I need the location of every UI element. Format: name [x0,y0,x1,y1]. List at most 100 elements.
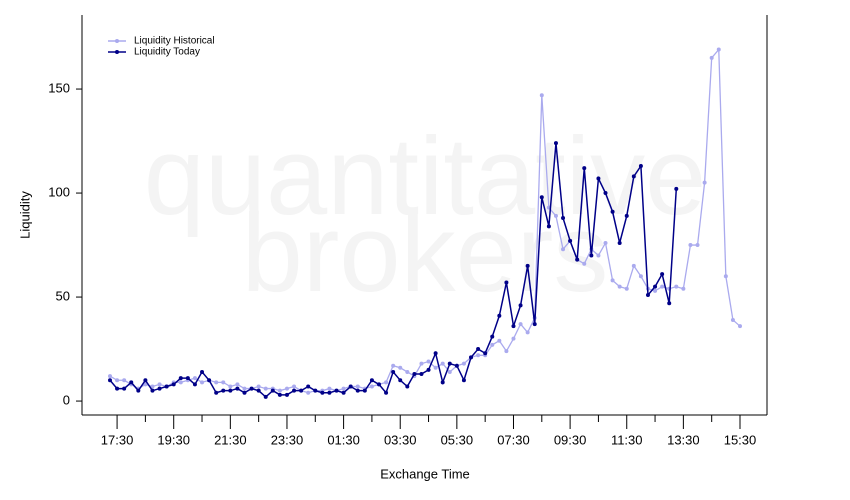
data-point [200,369,205,374]
data-point [603,191,608,196]
data-point [674,186,679,191]
data-point [645,292,650,297]
data-point [136,388,141,393]
watermark-line: quantitative [144,115,707,238]
data-point [440,361,445,366]
legend-label: Liquidity Today [134,47,200,58]
data-point [539,195,544,200]
x-tick-label: 05:30 [441,432,474,447]
data-point [341,386,346,391]
data-point [277,388,282,393]
data-point [115,378,120,383]
data-point [355,384,360,389]
data-point [256,384,261,389]
data-point [355,388,360,393]
data-point [228,388,233,393]
data-point [200,380,205,385]
data-point [674,284,679,289]
data-point [185,376,190,381]
data-point [695,243,700,248]
data-point [518,303,523,308]
x-tick-label: 11:30 [611,432,643,447]
x-tick-label: 03:30 [384,432,417,447]
data-point [171,382,176,387]
x-tick-label: 01:30 [327,432,360,447]
data-point [398,365,403,370]
data-point [631,263,636,268]
data-point [723,274,728,279]
x-tick-label: 19:30 [157,432,190,447]
data-point [688,243,693,248]
data-point [553,141,558,146]
data-point [313,388,318,393]
y-axis-label: Liquidity [17,191,32,239]
legend-label: Liquidity Historical [134,36,215,47]
x-tick-label: 15:30 [724,432,757,447]
data-point [192,376,197,381]
data-point [476,347,481,352]
x-tick-label: 07:30 [497,432,530,447]
data-point [256,388,261,393]
data-point [164,384,169,389]
data-point [532,322,537,327]
data-point [306,390,311,395]
data-point [192,382,197,387]
data-point [603,240,608,245]
data-point [433,351,438,356]
data-point [610,209,615,214]
data-point [582,261,587,266]
data-point [334,388,339,393]
data-point [525,330,530,335]
data-point [440,380,445,385]
data-point [277,392,282,397]
y-tick-label: 50 [56,288,70,303]
data-point [447,369,452,374]
y-tick-label: 0 [63,393,70,408]
data-point [681,286,686,291]
data-point [582,166,587,171]
data-point [221,388,226,393]
data-point [730,317,735,322]
data-point [214,390,219,395]
data-point [546,224,551,229]
y-tick-label: 150 [48,80,70,95]
data-point [221,380,226,385]
data-point [461,378,466,383]
data-point [284,386,289,391]
data-point [490,342,495,347]
data-point [702,180,707,185]
data-point [419,361,424,366]
data-point [461,361,466,366]
data-point [108,374,112,379]
data-point [292,384,297,389]
data-point [476,353,481,358]
data-point [242,386,247,391]
data-point [589,253,594,258]
data-point [617,284,622,289]
data-point [235,386,240,391]
data-point [369,384,374,389]
data-point [214,380,219,385]
data-point [391,363,396,368]
data-point [150,384,155,389]
data-point [150,388,155,393]
data-point [433,365,438,370]
data-point [292,388,297,393]
x-tick-label: 23:30 [271,432,304,447]
y-tick-label: 100 [48,184,70,199]
data-point [497,338,502,343]
data-point [299,388,304,393]
data-point [660,272,665,277]
data-point [469,355,474,360]
data-point [348,384,353,389]
data-point [426,359,431,364]
data-point [617,240,622,245]
data-point [624,286,629,291]
data-point [369,378,374,383]
data-point [143,382,148,387]
data-point [561,247,566,252]
data-point [483,351,488,356]
data-point [518,322,523,327]
data-point [504,280,509,285]
data-point [108,378,112,383]
